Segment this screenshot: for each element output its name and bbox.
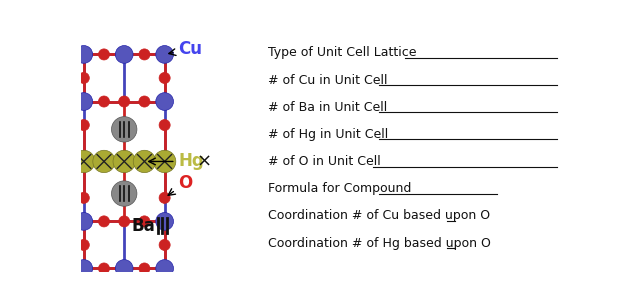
Circle shape [98,263,109,274]
Circle shape [119,96,130,107]
Text: Formula for Compound: Formula for Compound [268,182,411,195]
Circle shape [75,46,93,63]
Circle shape [159,192,170,203]
Circle shape [75,213,93,230]
Circle shape [156,46,173,63]
Circle shape [75,259,93,277]
Circle shape [159,239,170,251]
Text: # of Cu in Unit Cell: # of Cu in Unit Cell [268,73,387,87]
Circle shape [139,216,150,227]
Circle shape [153,150,176,173]
Circle shape [73,150,95,173]
Circle shape [134,150,155,173]
Circle shape [156,93,173,110]
Text: ×: × [196,152,212,170]
Circle shape [116,46,133,63]
Text: # of O in Unit Cell: # of O in Unit Cell [268,155,381,168]
Circle shape [78,73,89,84]
Circle shape [116,259,133,277]
Circle shape [113,150,135,173]
Circle shape [139,263,150,274]
Text: # of Ba in Unit Cell: # of Ba in Unit Cell [268,101,387,114]
Circle shape [75,93,93,110]
Circle shape [98,96,109,107]
Text: Coordination # of Cu based upon O: Coordination # of Cu based upon O [268,209,490,222]
Circle shape [78,120,89,131]
Circle shape [139,96,150,107]
Circle shape [98,49,109,60]
Text: # of Hg in Unit Cell: # of Hg in Unit Cell [268,128,388,141]
Text: O: O [168,174,193,195]
Circle shape [159,120,170,131]
Circle shape [93,150,115,173]
Circle shape [139,49,150,60]
Circle shape [78,239,89,251]
Text: Cu: Cu [169,40,203,58]
Circle shape [111,181,137,206]
Circle shape [156,213,173,230]
Text: Type of Unit Cell Lattice: Type of Unit Cell Lattice [268,47,417,59]
Circle shape [78,192,89,203]
Circle shape [111,117,137,142]
Text: Ba: Ba [132,217,156,235]
Circle shape [159,73,170,84]
Circle shape [98,216,109,227]
Text: Coordination # of Hg based upon O: Coordination # of Hg based upon O [268,237,491,250]
Circle shape [156,259,173,277]
Text: Hg: Hg [149,152,204,170]
Circle shape [119,216,130,227]
